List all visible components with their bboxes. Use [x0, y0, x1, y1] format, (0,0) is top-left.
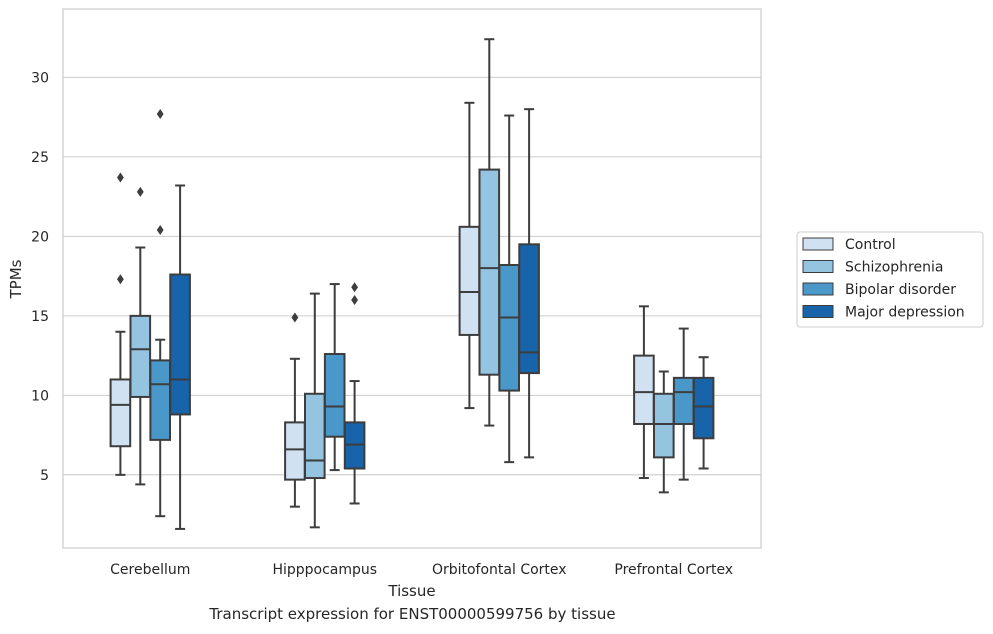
box-schizophrenia [129, 186, 152, 486]
iqr-box [692, 376, 715, 440]
box-control [284, 312, 306, 508]
legend: Control Schizophrenia Bipolar disorder Majo… [796, 231, 984, 328]
legend-frame [796, 231, 984, 328]
box-schizophrenia [304, 292, 326, 529]
iqr-box [498, 263, 520, 392]
outlier-marker [291, 312, 299, 323]
iqr-box [478, 168, 501, 376]
iqr-box [653, 392, 675, 459]
iqr-box [169, 273, 191, 416]
box-schizophrenia [653, 370, 675, 494]
iqr-box [304, 392, 326, 480]
box-major-depression [692, 356, 715, 470]
box-major-depression [518, 108, 540, 459]
legend-swatch [802, 260, 834, 273]
iqr-box [149, 359, 171, 441]
legend-swatch [802, 305, 834, 318]
plot-frame [62, 8, 762, 549]
box-schizophrenia [478, 38, 501, 427]
outlier-marker [117, 172, 124, 183]
outlier-marker [117, 274, 124, 285]
box-major-depression [343, 282, 366, 505]
iqr-box [129, 314, 152, 398]
legend-label: Control [845, 237, 896, 253]
box-bipolar-disorder [498, 114, 520, 464]
box-layer [109, 38, 715, 530]
iqr-box [284, 421, 306, 481]
iqr-box [109, 378, 132, 448]
legend-label: Bipolar disorder [845, 282, 956, 298]
y-tick-label: 25 [31, 150, 49, 166]
x-tick-label: Orbitofontal Cortex [432, 562, 567, 578]
y-tick-label: 10 [31, 388, 49, 404]
outlier-marker [351, 282, 358, 293]
y-axis-label: TPMs [7, 259, 25, 299]
iqr-box [458, 225, 481, 336]
legend-label: Major depression [845, 305, 965, 321]
outlier-marker [156, 225, 164, 236]
box-bipolar-disorder [672, 327, 695, 481]
box-major-depression [169, 184, 191, 530]
outlier-marker [136, 186, 144, 197]
legend-swatch [802, 282, 834, 296]
x-tick-label: Prefrontal Cortex [614, 562, 733, 578]
y-tick-label: 30 [31, 70, 49, 86]
box-bipolar-disorder [149, 108, 171, 518]
x-tick-label: Cerebellum [110, 562, 190, 578]
outlier-marker [156, 108, 164, 119]
box-control [633, 305, 655, 480]
y-tick-labels: 5 10 15 20 25 30 [31, 70, 49, 483]
x-tick-label: Hipppocampus [272, 562, 377, 578]
legend-swatch [802, 237, 834, 251]
box-control [109, 172, 132, 476]
box-control [458, 101, 481, 410]
box-bipolar-disorder [323, 283, 346, 472]
iqr-box [323, 353, 346, 438]
y-tick-label: 20 [31, 229, 49, 245]
x-axis-label: Tissue [387, 582, 435, 600]
y-tick-label: 5 [40, 468, 49, 484]
iqr-box [672, 376, 695, 425]
outlier-marker [351, 294, 358, 305]
legend-label: Schizophrenia [845, 260, 943, 276]
iqr-box [518, 243, 540, 375]
y-tick-label: 15 [31, 309, 49, 325]
figure-caption: Transcript expression for ENST0000059975… [209, 605, 616, 623]
x-tick-labels: Cerebellum Hipppocampus Orbitofontal Corte… [110, 562, 733, 578]
iqr-box [633, 354, 655, 425]
